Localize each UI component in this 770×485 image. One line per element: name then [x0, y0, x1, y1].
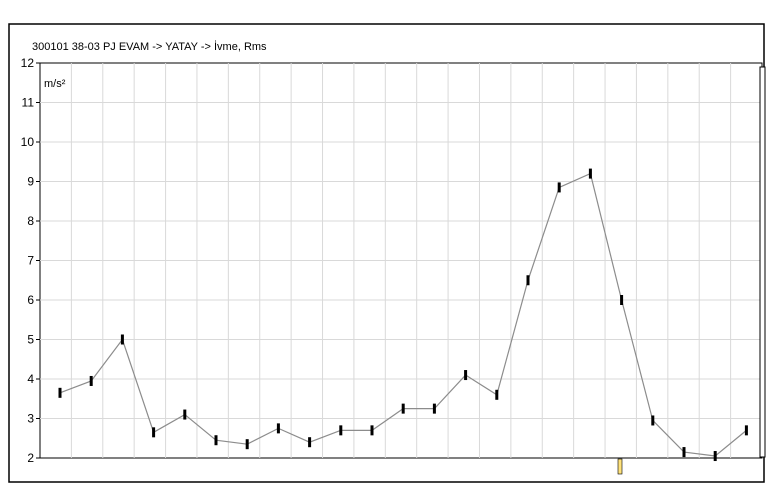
data-point — [89, 375, 93, 386]
right-scroll-edge[interactable] — [759, 66, 766, 458]
y-tick-label: 8 — [27, 214, 34, 228]
y-tick-label: 3 — [27, 412, 34, 426]
data-point — [464, 370, 468, 381]
y-axis: 2 3 4 5 6 7 8 9 10 11 12 — [21, 56, 40, 465]
data-point — [152, 427, 156, 438]
series-line — [58, 168, 748, 462]
data-point — [682, 447, 686, 458]
x-scroll-marker[interactable] — [617, 458, 623, 475]
y-tick-label: 7 — [27, 254, 34, 268]
data-point — [620, 295, 624, 305]
data-point — [58, 387, 62, 398]
y-tick-label: 9 — [27, 175, 34, 189]
data-point — [432, 403, 436, 414]
data-point — [651, 415, 655, 426]
y-tick-label: 11 — [22, 96, 35, 110]
data-point — [526, 275, 530, 286]
data-point — [495, 389, 499, 400]
grid — [40, 63, 762, 458]
data-point — [339, 425, 343, 436]
data-point — [245, 439, 249, 450]
data-point — [370, 425, 374, 436]
data-point — [557, 182, 561, 193]
data-point — [183, 409, 187, 420]
data-point — [308, 437, 312, 448]
data-point — [713, 451, 717, 462]
data-point — [120, 334, 124, 345]
data-point — [276, 423, 280, 434]
data-point — [588, 168, 592, 179]
y-tick-label: 2 — [27, 451, 34, 465]
chart-title: 300101 38-03 PJ EVAM -> YATAY -> İvme, R… — [32, 40, 267, 53]
y-tick-label: 6 — [27, 293, 34, 307]
data-point — [401, 403, 405, 414]
y-axis-unit: m/s² — [44, 78, 66, 90]
y-tick-label: 5 — [27, 333, 34, 347]
data-point — [214, 435, 218, 446]
data-point — [744, 425, 748, 436]
y-tick-label: 4 — [27, 372, 34, 386]
y-tick-label: 12 — [21, 56, 35, 70]
y-tick-label: 10 — [21, 135, 35, 149]
